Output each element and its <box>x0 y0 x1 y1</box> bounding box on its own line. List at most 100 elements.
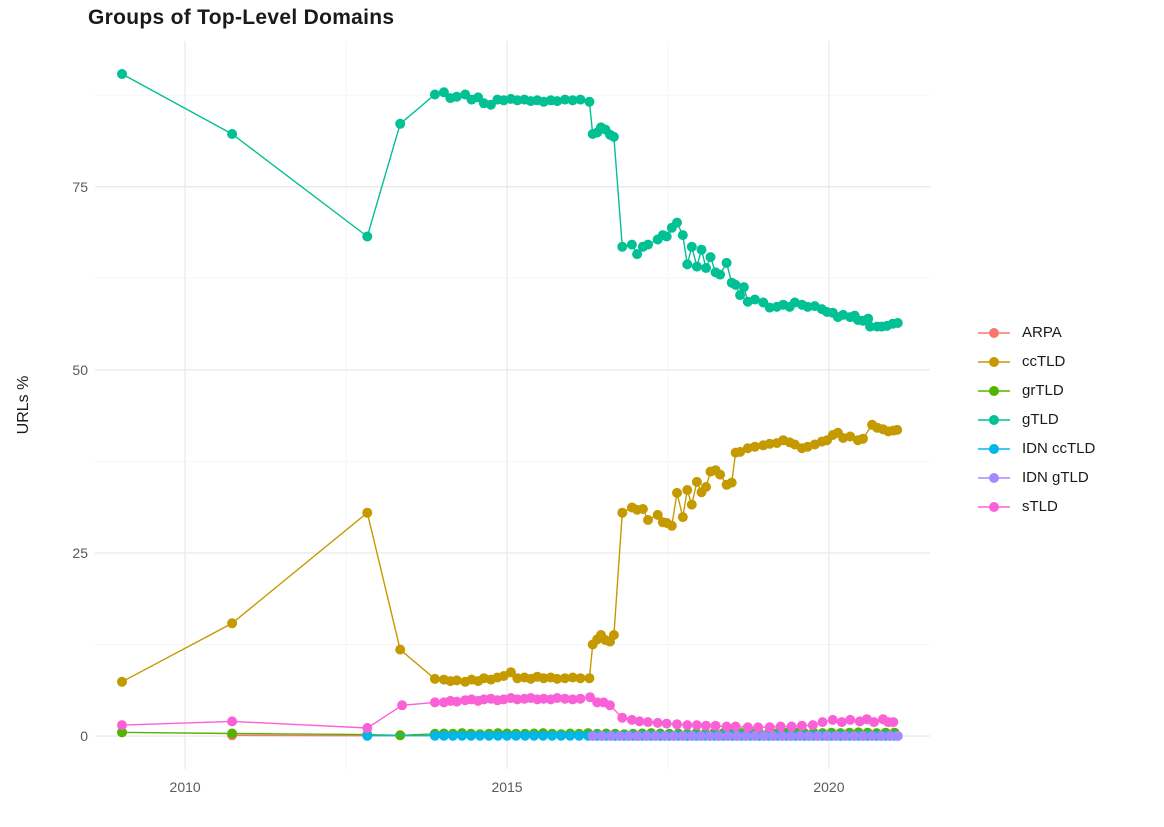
data-point-stld <box>701 720 711 731</box>
data-point-stld <box>429 697 440 708</box>
data-point-idn-gtld <box>749 731 760 741</box>
data-point-gtld <box>632 249 643 260</box>
legend-key-dot <box>989 443 999 454</box>
data-point-stld <box>567 694 578 705</box>
data-point-idn-cctld <box>502 730 512 741</box>
data-point-cctld <box>715 469 726 480</box>
y-tick-label: 25 <box>72 544 88 561</box>
data-point-stld <box>634 716 645 727</box>
data-point-cctld <box>672 487 682 498</box>
series-idn-gtld <box>587 731 903 741</box>
data-point-cctld <box>552 673 563 684</box>
data-point-stld <box>721 721 732 732</box>
data-point-idn-gtld <box>867 731 878 741</box>
data-point-cctld <box>362 507 373 518</box>
data-point-gtld <box>691 261 702 272</box>
data-point-idn-cctld <box>362 730 373 741</box>
data-point-gtld <box>865 321 876 332</box>
data-point-cctld <box>858 433 868 444</box>
legend-label: IDN ccTLD <box>1022 440 1096 457</box>
legend-key-icon <box>978 414 1010 426</box>
legend-label: sTLD <box>1022 498 1058 515</box>
data-point-idn-gtld <box>731 731 742 741</box>
y-axis-label: URLs % <box>15 375 32 435</box>
data-point-idn-gtld <box>704 731 715 741</box>
legend-label: IDN gTLD <box>1022 469 1089 486</box>
y-tick-label: 0 <box>80 728 88 745</box>
data-point-gtld <box>552 96 563 107</box>
data-point-idn-cctld <box>547 730 558 741</box>
data-point-idn-gtld <box>722 731 733 741</box>
data-point-idn-gtld <box>641 731 652 741</box>
data-point-idn-gtld <box>659 731 670 741</box>
data-point-idn-gtld <box>804 731 814 741</box>
legend-key-icon <box>978 385 1010 397</box>
data-point-idn-gtld <box>813 731 823 741</box>
data-point-stld <box>742 722 753 733</box>
plot-canvas <box>95 41 930 769</box>
series-stld <box>117 692 899 733</box>
data-point-stld <box>827 714 838 725</box>
data-point-idn-gtld <box>776 731 787 741</box>
data-point-stld <box>710 720 721 731</box>
data-point-gtld <box>575 94 586 105</box>
legend-item-stld: sTLD <box>978 492 1095 521</box>
data-point-cctld <box>686 499 697 510</box>
data-point-cctld <box>677 512 688 523</box>
legend-item-arpa: ARPA <box>978 318 1095 347</box>
legend-label: ccTLD <box>1022 353 1066 370</box>
data-point-idn-gtld <box>849 731 859 741</box>
series-gtld <box>117 69 903 332</box>
data-point-stld <box>786 721 797 732</box>
data-point-idn-gtld <box>686 731 697 741</box>
data-point-cctld <box>735 446 746 457</box>
y-tick-label: 50 <box>72 361 88 378</box>
data-point-cctld <box>117 676 127 687</box>
data-point-gtld <box>686 241 697 252</box>
data-point-idn-cctld <box>556 730 567 741</box>
data-point-idn-cctld <box>457 730 467 741</box>
data-point-gtld <box>617 241 628 252</box>
data-point-gtld <box>892 318 903 328</box>
data-point-stld <box>560 693 570 704</box>
legend-label: ARPA <box>1022 324 1062 341</box>
data-point-gtld <box>608 131 619 142</box>
data-point-cctld <box>845 431 856 442</box>
data-point-gtld <box>584 96 595 107</box>
data-point-stld <box>691 720 702 731</box>
legend-item-idn-cctld: IDN ccTLD <box>978 434 1095 463</box>
legend-label: gTLD <box>1022 411 1059 428</box>
data-point-idn-gtld <box>876 731 887 741</box>
data-point-gtld <box>730 279 741 290</box>
legend-key-dot <box>989 327 999 338</box>
legend-key-dot <box>989 385 999 396</box>
data-point-gtld <box>451 91 462 102</box>
data-point-idn-gtld <box>587 731 598 741</box>
data-point-gtld <box>227 129 238 139</box>
data-point-idn-gtld <box>668 731 679 741</box>
legend-item-cctld: ccTLD <box>978 347 1095 376</box>
data-point-gtld <box>626 239 637 250</box>
data-point-cctld <box>560 673 570 684</box>
data-point-stld <box>888 717 899 728</box>
data-point-stld <box>643 717 653 728</box>
data-point-cctld <box>749 441 760 452</box>
data-point-idn-gtld <box>822 731 832 741</box>
data-point-cctld <box>682 485 693 495</box>
data-point-stld <box>730 721 741 732</box>
data-point-stld <box>227 716 238 727</box>
data-point-gtld <box>863 313 874 324</box>
data-point-gtld <box>661 231 672 242</box>
data-point-idn-gtld <box>713 731 724 741</box>
data-point-stld <box>652 717 663 728</box>
data-point-idn-cctld <box>466 730 476 741</box>
data-point-stld <box>764 722 775 733</box>
data-point-stld <box>836 717 847 728</box>
data-point-gtld <box>560 94 570 105</box>
data-point-gtld <box>395 118 406 129</box>
data-point-idn-cctld <box>475 730 485 741</box>
data-point-stld <box>362 723 373 733</box>
data-point-stld <box>796 720 807 731</box>
data-point-gtld <box>749 294 760 305</box>
